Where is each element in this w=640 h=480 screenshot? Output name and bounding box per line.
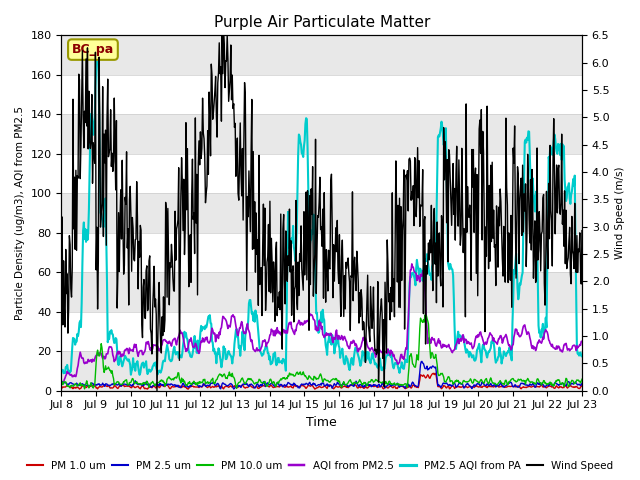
Bar [61, 36, 582, 75]
Legend: PM 1.0 um, PM 2.5 um, PM 10.0 um, AQI from PM2.5, PM2.5 AQI from PA, Wind Speed: PM 1.0 um, PM 2.5 um, PM 10.0 um, AQI fr… [23, 456, 617, 475]
Bar [61, 114, 582, 154]
Title: Purple Air Particulate Matter: Purple Air Particulate Matter [214, 15, 430, 30]
Y-axis label: Wind Speed (m/s): Wind Speed (m/s) [615, 167, 625, 259]
X-axis label: Time: Time [307, 416, 337, 429]
Bar [61, 272, 582, 312]
Bar [61, 193, 582, 233]
Text: BC_pa: BC_pa [72, 43, 114, 56]
Y-axis label: Particle Density (ug/m3), AQI from PM2.5: Particle Density (ug/m3), AQI from PM2.5 [15, 106, 25, 320]
Bar [61, 351, 582, 391]
